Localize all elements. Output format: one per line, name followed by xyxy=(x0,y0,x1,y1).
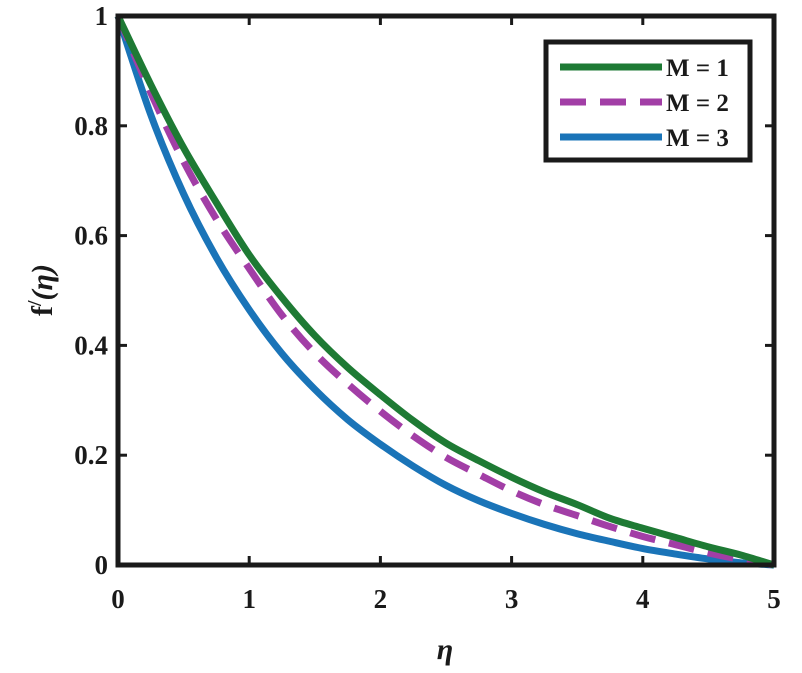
tick-marks-group xyxy=(116,14,776,567)
y-axis-label-main: f xyxy=(26,305,59,316)
legend-label-m2: M = 2 xyxy=(666,90,729,117)
y-tick-label: 0.2 xyxy=(74,440,108,470)
series-line-m2 xyxy=(114,14,775,569)
legend-label-m3: M = 3 xyxy=(666,125,729,152)
y-axis-label-prime: / xyxy=(24,300,46,307)
x-tick-label: 5 xyxy=(767,584,781,614)
legend: M = 1 M = 2 M = 3 xyxy=(543,39,753,163)
x-tick-label: 4 xyxy=(636,584,650,614)
y-tick-label: 1 xyxy=(95,1,109,31)
y-axis-label: f/(η) xyxy=(24,264,59,316)
y-tick-label: 0.8 xyxy=(74,111,108,141)
series-line-m3 xyxy=(114,14,775,569)
y-tick-label: 0.6 xyxy=(74,221,108,251)
x-axis-label: η xyxy=(437,633,453,666)
x-tick-label: 0 xyxy=(111,584,125,614)
svg-text:f/(η): f/(η) xyxy=(24,264,59,316)
tick-labels-group: 0 1 2 3 4 5 0 0.2 0.4 0.6 0.8 1 xyxy=(74,1,781,614)
x-tick-label: 2 xyxy=(374,584,388,614)
legend-label-m1: M = 1 xyxy=(666,55,729,82)
x-tick-label: 1 xyxy=(242,584,256,614)
plot-frame xyxy=(115,13,777,568)
x-tick-label: 3 xyxy=(505,584,519,614)
series-line-m1 xyxy=(114,14,776,569)
y-tick-label: 0 xyxy=(95,550,109,580)
series-group xyxy=(114,14,776,569)
y-tick-label: 0.4 xyxy=(74,330,108,360)
y-axis-label-arg: (η) xyxy=(26,264,59,300)
